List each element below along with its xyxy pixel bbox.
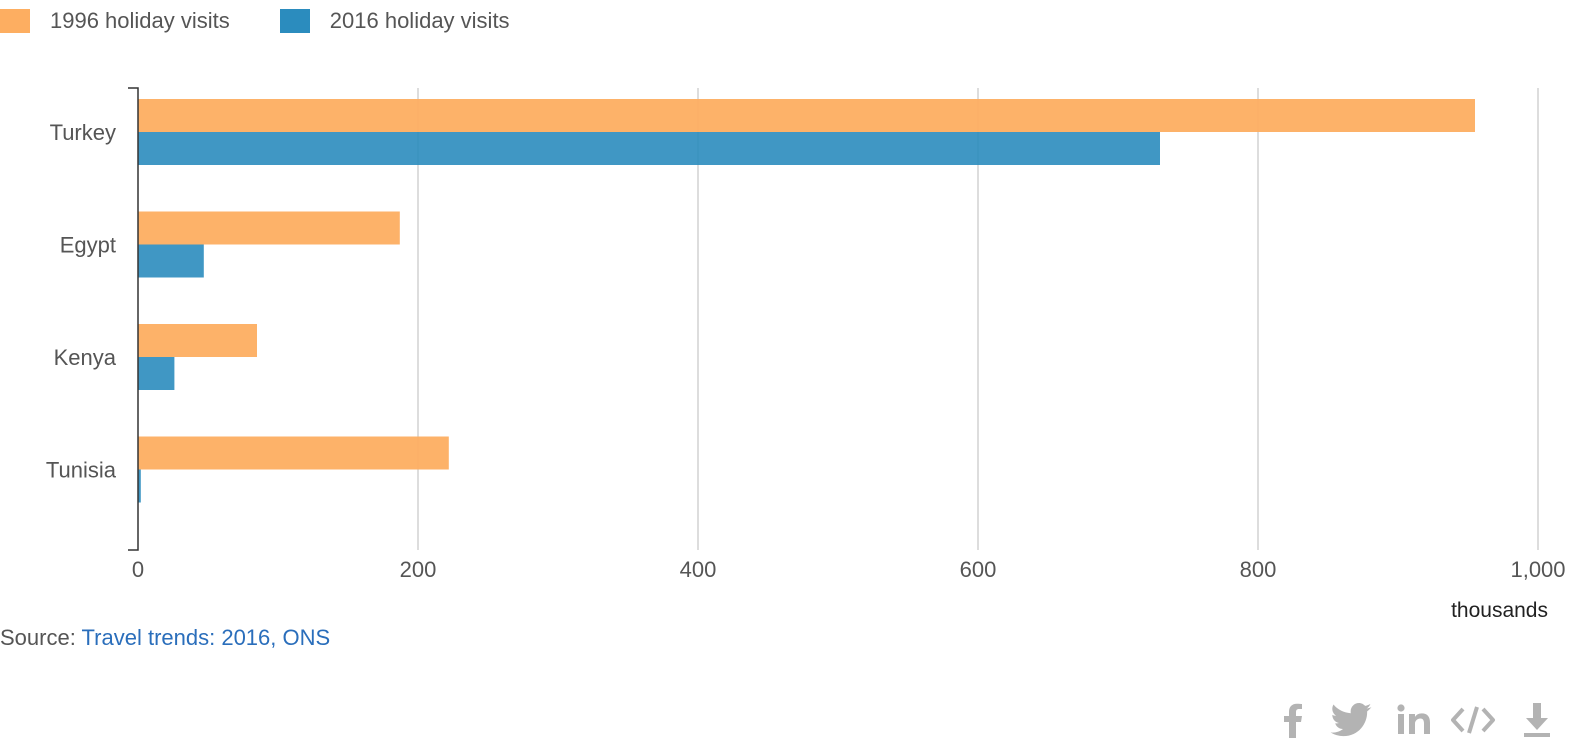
legend-label-1996: 1996 holiday visits (50, 8, 230, 33)
bar-kenya-2016 (138, 357, 175, 390)
category-label-egypt: Egypt (60, 233, 116, 258)
facebook-icon[interactable] (1270, 700, 1316, 740)
source-link[interactable]: Travel trends: 2016, ONS (81, 625, 331, 650)
x-tick-label-2: 400 (680, 557, 717, 582)
source-note: Source: Travel trends: 2016, ONS (0, 625, 330, 651)
x-tick-label-1: 200 (400, 557, 437, 582)
legend-item-1996[interactable]: 1996 holiday visits (0, 8, 230, 34)
bar-egypt-2016 (138, 244, 204, 278)
linkedin-icon[interactable] (1392, 700, 1438, 740)
bar-egypt-1996 (138, 211, 400, 245)
x-tick-label-3: 600 (960, 557, 997, 582)
chart-legend: 1996 holiday visits 2016 holiday visits (0, 6, 560, 36)
bar-turkey-2016 (138, 132, 1160, 165)
x-tick-label-4: 800 (1240, 557, 1277, 582)
share-toolbar (1270, 700, 1560, 740)
embed-icon[interactable] (1450, 700, 1496, 740)
bar-chart: Turkey Egypt Kenya Tunisia 0 200 400 600 800 1,00… (46, 87, 1566, 622)
source-prefix: Source: (0, 625, 82, 650)
legend-swatch-1996 (0, 9, 30, 33)
x-tick-label-0: 0 (132, 557, 144, 582)
category-label-kenya: Kenya (54, 345, 117, 370)
category-label-turkey: Turkey (50, 120, 116, 145)
bar-tunisia-1996 (138, 436, 449, 470)
legend-item-2016[interactable]: 2016 holiday visits (279, 8, 510, 34)
x-axis-label: thousands (1451, 599, 1548, 622)
bar-tunisia-2016 (138, 469, 141, 503)
legend-swatch-2016 (279, 9, 310, 33)
x-tick-label-5: 1,000 (1510, 557, 1565, 582)
bar-kenya-1996 (138, 324, 257, 357)
bar-turkey-1996 (138, 99, 1475, 132)
twitter-icon[interactable] (1328, 700, 1374, 740)
download-icon[interactable] (1514, 700, 1560, 740)
legend-label-2016: 2016 holiday visits (329, 8, 510, 33)
category-label-tunisia: Tunisia (46, 458, 117, 483)
y-axis-line (128, 87, 139, 551)
